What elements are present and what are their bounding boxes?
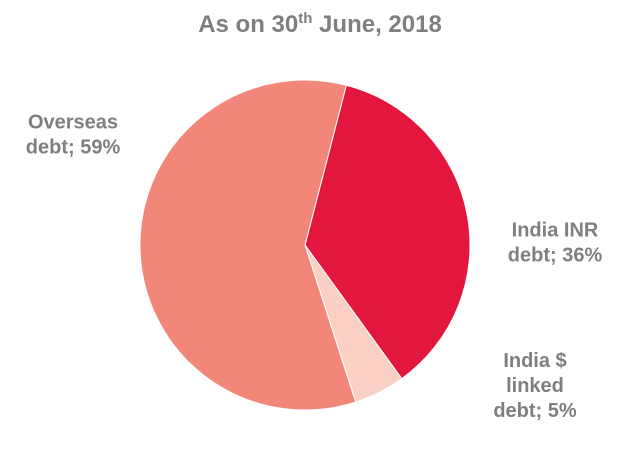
- pie-labels: India INR debt; 36% India $ linked debt; 5% O…: [26, 112, 603, 423]
- chart-title-rest: June, 2018: [312, 11, 441, 38]
- pie-slices: [139, 79, 471, 411]
- pie-slice-india-inr-debt: [304, 84, 471, 380]
- slice-label-line: debt; 59%: [26, 137, 121, 159]
- chart-title-superscript: th: [298, 10, 312, 27]
- slice-label-line: debt; 5%: [493, 400, 577, 422]
- slice-label-overseas-debt: Overseas debt; 59%: [26, 112, 121, 159]
- chart-title-main: As on 30: [198, 11, 298, 38]
- slice-label-line: India INR: [512, 220, 599, 242]
- slice-label-india-linked-debt: India $ linked debt; 5%: [493, 350, 577, 422]
- slice-label-line: linked: [506, 375, 564, 397]
- slice-label-line: Overseas: [28, 112, 118, 134]
- chart-title: As on 30th June, 2018: [198, 10, 442, 38]
- slice-label-india-inr-debt: India INR debt; 36%: [508, 220, 603, 267]
- slice-label-line: debt; 36%: [508, 245, 603, 267]
- slice-label-line: India $: [503, 350, 566, 372]
- pie-slice-overseas-debt: [139, 79, 357, 411]
